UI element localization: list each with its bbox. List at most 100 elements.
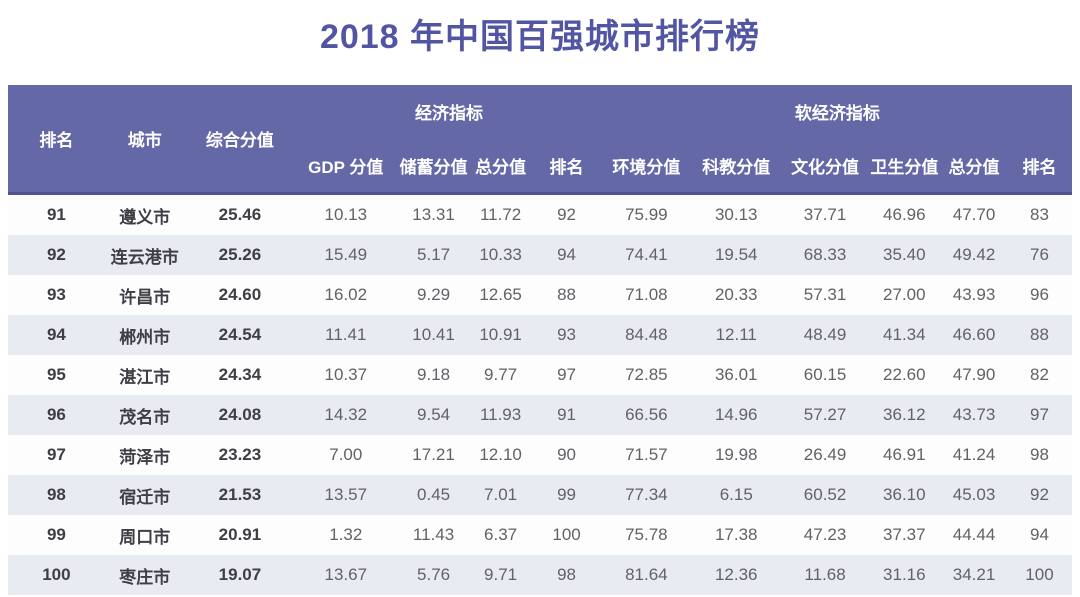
soft-total-score-cell: 43.73 — [952, 405, 996, 424]
culture-score-cell: 57.31 — [803, 285, 847, 304]
soft-rank-cell: 94 — [1030, 525, 1049, 544]
health-score-cell: 41.34 — [883, 325, 926, 344]
column-header-soft-total-score: 总分值 — [941, 138, 1007, 195]
city-cell: 菏泽市 — [119, 447, 171, 467]
environment-score-cell: 75.78 — [625, 525, 668, 544]
table-body: 91 遵义市 25.46 10.13 13.31 11.72 92 75.99 30.13 37.… — [8, 193, 1072, 595]
soft-total-score-cell: 49.42 — [952, 245, 996, 264]
savings-score-cell: 10.41 — [412, 325, 455, 344]
soft-rank-cell: 100 — [1025, 565, 1054, 584]
science-education-score-cell: 6.15 — [719, 485, 753, 504]
econ-rank-cell: 99 — [557, 485, 576, 504]
econ-rank-cell: 100 — [552, 525, 581, 544]
table-row: 100 枣庄市 19.07 13.67 5.76 9.71 98 81.64 12.36 11.6… — [8, 555, 1072, 595]
econ-total-score-cell: 9.71 — [484, 565, 518, 584]
soft-total-score-cell: 46.60 — [952, 325, 996, 344]
column-header-health-score: 卫生分值 — [867, 138, 942, 195]
culture-score-cell: 26.49 — [803, 445, 847, 464]
city-cell: 宿迁市 — [119, 487, 171, 507]
soft-total-score-cell: 43.93 — [952, 285, 996, 304]
soft-rank-cell: 83 — [1030, 205, 1049, 224]
table-row: 93 许昌市 24.60 16.02 9.29 12.65 88 71.08 20.33 57.3… — [8, 275, 1072, 315]
gdp-score-cell: 10.13 — [324, 205, 368, 224]
science-education-score-cell: 20.33 — [714, 285, 758, 304]
savings-score-cell: 11.43 — [412, 525, 455, 544]
composite-score-cell: 24.54 — [218, 325, 262, 344]
rank-cell: 100 — [42, 565, 71, 584]
column-header-city: 城市 — [104, 85, 185, 195]
soft-total-score-cell: 45.03 — [952, 485, 996, 504]
city-cell: 枣庄市 — [119, 567, 171, 587]
column-header-culture-score: 文化分值 — [782, 138, 868, 195]
culture-score-cell: 48.49 — [803, 325, 847, 344]
science-education-score-cell: 17.38 — [714, 525, 758, 544]
environment-score-cell: 81.64 — [625, 565, 668, 584]
econ-total-score-cell: 12.65 — [479, 285, 522, 304]
culture-score-cell: 68.33 — [803, 245, 847, 264]
table-row: 95 湛江市 24.34 10.37 9.18 9.77 97 72.85 36.01 60.15… — [8, 355, 1072, 395]
composite-score-cell: 24.60 — [218, 285, 262, 304]
science-education-score-cell: 19.98 — [714, 445, 758, 464]
rank-cell: 96 — [46, 405, 66, 424]
soft-total-score-cell: 34.21 — [952, 565, 996, 584]
city-ranking-table: 排名 城市 综合分值 经济指标 软经济指标 GDP 分值 储蓄分值 总分值 排名… — [8, 85, 1072, 595]
gdp-score-cell: 13.57 — [324, 485, 368, 504]
rank-cell: 94 — [46, 325, 66, 344]
composite-score-cell: 25.26 — [218, 245, 262, 264]
composite-score-cell: 20.91 — [218, 525, 262, 544]
savings-score-cell: 5.17 — [417, 245, 451, 264]
city-cell: 湛江市 — [119, 367, 171, 387]
gdp-score-cell: 16.02 — [324, 285, 368, 304]
culture-score-cell: 47.23 — [803, 525, 847, 544]
gdp-score-cell: 10.37 — [324, 365, 368, 384]
econ-rank-cell: 90 — [557, 445, 576, 464]
column-header-rank: 排名 — [8, 85, 105, 195]
soft-rank-cell: 92 — [1030, 485, 1049, 504]
rank-cell: 97 — [46, 445, 66, 464]
city-cell: 许昌市 — [119, 287, 171, 307]
gdp-score-cell: 13.67 — [324, 565, 368, 584]
science-education-score-cell: 12.11 — [715, 325, 757, 344]
savings-score-cell: 0.45 — [417, 485, 451, 504]
group-header-economic-indicators: 经济指标 — [295, 85, 603, 138]
column-header-econ-rank: 排名 — [530, 138, 603, 195]
environment-score-cell: 84.48 — [625, 325, 668, 344]
culture-score-cell: 57.27 — [803, 405, 847, 424]
econ-total-score-cell: 7.01 — [484, 485, 518, 504]
table-row: 92 连云港市 25.26 15.49 5.17 10.33 94 74.41 19.54 68.… — [8, 235, 1072, 275]
soft-total-score-cell: 47.90 — [952, 365, 996, 384]
city-cell: 茂名市 — [119, 407, 171, 427]
environment-score-cell: 71.57 — [625, 445, 668, 464]
soft-rank-cell: 97 — [1030, 405, 1049, 424]
rank-cell: 95 — [46, 365, 66, 384]
table-row: 98 宿迁市 21.53 13.57 0.45 7.01 99 77.34 6.15 60.52 3… — [8, 475, 1072, 515]
health-score-cell: 36.12 — [883, 405, 926, 424]
science-education-score-cell: 14.96 — [714, 405, 758, 424]
science-education-score-cell: 30.13 — [714, 205, 758, 224]
econ-total-score-cell: 10.33 — [479, 245, 522, 264]
econ-rank-cell: 88 — [557, 285, 576, 304]
culture-score-cell: 37.71 — [803, 205, 847, 224]
gdp-score-cell: 14.32 — [324, 405, 368, 424]
science-education-score-cell: 36.01 — [714, 365, 758, 384]
soft-rank-cell: 82 — [1030, 365, 1049, 384]
gdp-score-cell: 11.41 — [325, 325, 367, 344]
environment-score-cell: 71.08 — [625, 285, 668, 304]
city-cell: 连云港市 — [110, 247, 179, 267]
econ-rank-cell: 91 — [557, 405, 576, 424]
column-header-savings-score: 储蓄分值 — [396, 138, 471, 195]
science-education-score-cell: 19.54 — [714, 245, 758, 264]
column-header-environment-score: 环境分值 — [602, 138, 690, 195]
econ-rank-cell: 92 — [557, 205, 576, 224]
rank-cell: 92 — [46, 245, 66, 264]
econ-total-score-cell: 10.91 — [479, 325, 522, 344]
city-cell: 遵义市 — [119, 207, 171, 227]
savings-score-cell: 9.18 — [417, 365, 451, 384]
soft-rank-cell: 76 — [1030, 245, 1049, 264]
econ-total-score-cell: 9.77 — [484, 365, 518, 384]
column-header-gdp-score: GDP 分值 — [295, 138, 397, 195]
table-row: 91 遵义市 25.46 10.13 13.31 11.72 92 75.99 30.13 37.… — [8, 193, 1072, 235]
gdp-score-cell: 15.49 — [324, 245, 368, 264]
composite-score-cell: 21.53 — [218, 485, 262, 504]
econ-rank-cell: 93 — [557, 325, 576, 344]
